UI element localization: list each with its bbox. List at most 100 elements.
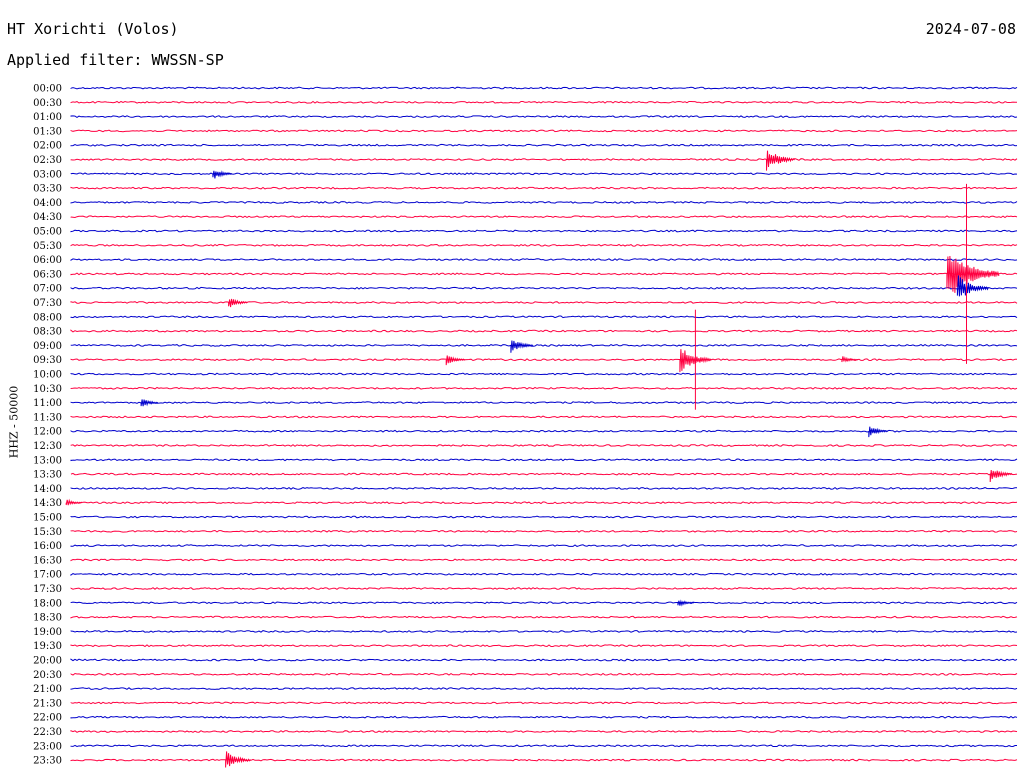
time-tick-label: 09:30	[33, 355, 62, 366]
time-tick-label: 06:30	[33, 269, 62, 280]
time-tick-label: 18:00	[33, 598, 62, 609]
time-tick-label: 20:00	[33, 656, 62, 667]
seismic-event	[956, 275, 989, 297]
seismic-event	[228, 298, 248, 308]
trace-line	[70, 329, 1018, 333]
trace-line	[70, 715, 1018, 719]
trace-line	[70, 615, 1018, 619]
time-tick-label: 15:00	[33, 513, 62, 524]
trace-line	[70, 301, 1018, 304]
time-tick-label: 04:00	[33, 198, 62, 209]
time-tick-label: 00:00	[33, 84, 62, 95]
time-tick-label: 22:30	[33, 727, 62, 738]
trace-line	[70, 458, 1018, 462]
time-tick-label: 15:30	[33, 527, 62, 538]
trace-line	[70, 672, 1018, 676]
time-tick-label: 01:00	[33, 112, 62, 123]
trace-line	[70, 472, 1018, 476]
trace-line	[70, 186, 1018, 190]
time-tick-label: 07:30	[33, 298, 62, 309]
trace-line	[70, 730, 1018, 733]
time-tick-label: 11:30	[33, 412, 62, 423]
time-tick-label: 21:30	[33, 698, 62, 709]
time-tick-label: 08:30	[33, 327, 62, 338]
time-tick-label: 23:00	[33, 741, 62, 752]
trace-line	[70, 358, 1018, 362]
seismic-event	[212, 170, 233, 179]
seismic-event	[65, 498, 83, 506]
time-tick-label: 01:30	[33, 126, 62, 137]
trace-line	[70, 515, 1018, 519]
time-tick-label: 14:00	[33, 484, 62, 495]
trace-line	[70, 86, 1018, 90]
seismic-event	[946, 255, 1000, 293]
trace-line	[70, 115, 1018, 118]
trace-line	[70, 701, 1018, 705]
trace-line	[70, 429, 1018, 433]
station-title: HT Xorichti (Volos)	[7, 20, 179, 38]
seismic-event	[868, 426, 889, 438]
trace-line	[70, 529, 1018, 533]
trace-line	[70, 444, 1018, 447]
trace-line	[70, 143, 1018, 147]
time-tick-label: 05:00	[33, 227, 62, 238]
time-tick-label: 17:30	[33, 584, 62, 595]
time-tick-label: 21:00	[33, 684, 62, 695]
time-tick-label: 05:30	[33, 241, 62, 252]
time-tick-label: 08:00	[33, 312, 62, 323]
time-tick-label: 10:00	[33, 370, 62, 381]
seismic-event	[766, 150, 795, 171]
trace-line	[70, 243, 1018, 247]
trace-line	[70, 372, 1018, 376]
trace-line	[70, 486, 1018, 490]
time-tick-label: 14:30	[33, 498, 62, 509]
trace-line	[70, 158, 1018, 161]
time-tick-label: 17:00	[33, 570, 62, 581]
seismic-event	[225, 751, 251, 768]
trace-line	[70, 401, 1018, 404]
trace-line	[70, 286, 1018, 290]
trace-line	[70, 744, 1017, 748]
time-tick-label: 09:00	[33, 341, 62, 352]
seismic-event	[445, 355, 466, 366]
time-tick-label: 04:30	[33, 212, 62, 223]
trace-line	[70, 215, 1018, 219]
seismic-event	[510, 340, 534, 353]
time-tick-label: 16:00	[33, 541, 62, 552]
time-tick-label: 23:30	[33, 756, 62, 767]
trace-line	[70, 629, 1018, 633]
trace-line	[70, 415, 1018, 419]
seismic-event	[841, 356, 859, 363]
time-tick-label: 07:00	[33, 284, 62, 295]
trace-line	[70, 386, 1018, 390]
time-tick-label: 22:00	[33, 713, 62, 724]
time-tick-label: 02:00	[33, 141, 62, 152]
time-tick-label: 11:00	[33, 398, 62, 409]
trace-line	[70, 572, 1018, 576]
time-tick-label: 13:30	[33, 470, 62, 481]
trace-line	[70, 601, 1018, 605]
seismic-event	[677, 599, 695, 607]
trace-line	[70, 587, 1018, 590]
trace-line	[70, 201, 1018, 204]
time-tick-label: 12:30	[33, 441, 62, 452]
trace-line	[70, 558, 1018, 562]
time-tick-label: 19:00	[33, 627, 62, 638]
time-tick-label: 18:30	[33, 613, 62, 624]
trace-line	[70, 544, 1018, 547]
trace-line	[70, 687, 1018, 691]
filter-label: Applied filter: WWSSN-SP	[7, 51, 224, 69]
time-tick-label: 19:30	[33, 641, 62, 652]
date-label: 2024-07-08	[925, 20, 1016, 38]
seismic-event	[989, 470, 1013, 483]
seismic-event	[140, 399, 159, 407]
trace-line	[70, 344, 1018, 347]
time-tick-label: 00:30	[33, 98, 62, 109]
trace-line	[70, 501, 1018, 505]
trace-line	[70, 258, 1018, 261]
trace-line	[70, 315, 1018, 319]
time-tick-label: 02:30	[33, 155, 62, 166]
trace-line	[70, 229, 1018, 233]
trace-line	[70, 100, 1018, 104]
